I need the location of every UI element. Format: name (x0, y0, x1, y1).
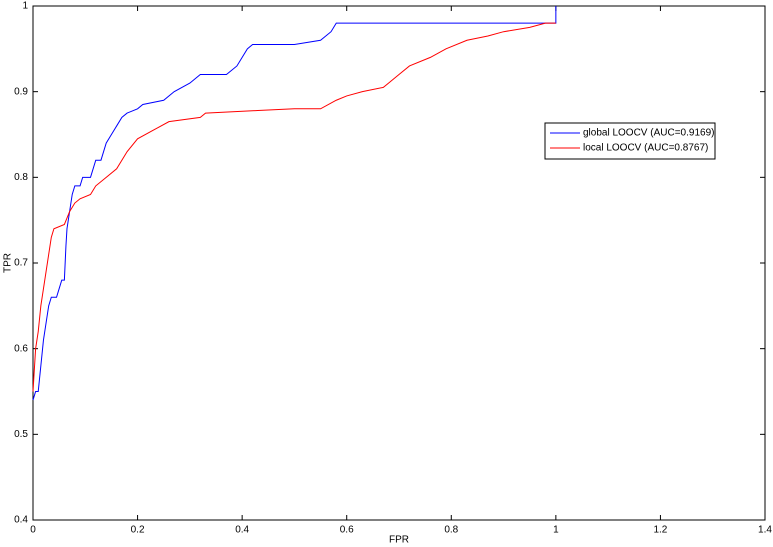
x-tick-label: 1.2 (653, 525, 667, 536)
y-tick-label: 0.7 (14, 258, 28, 269)
legend-label: local LOOCV (AUC=0.8767) (583, 143, 708, 154)
y-tick-label: 0.6 (14, 343, 28, 354)
plot-frame (32, 5, 766, 521)
x-tick-label: 0.4 (235, 525, 249, 536)
roc-line (32, 6, 557, 401)
x-tick-label: 1 (553, 525, 559, 536)
x-tick-label: 1.4 (758, 525, 772, 536)
y-tick-label: 0.8 (14, 172, 28, 183)
y-tick-label: 0.9 (14, 86, 28, 97)
x-tick-label: 0.2 (131, 525, 145, 536)
x-axis-label: FPR (389, 535, 409, 546)
legend-box (544, 122, 716, 160)
legend-label: global LOOCV (AUC=0.9169) (583, 128, 714, 139)
y-tick-label: 0.5 (14, 429, 28, 440)
x-tick-label: 0 (30, 525, 36, 536)
x-tick-label: 0.8 (444, 525, 458, 536)
roc-line (32, 22, 556, 392)
y-tick-label: 0.4 (14, 515, 28, 526)
y-tick-label: 1 (22, 1, 28, 12)
y-axis-label: TPR (3, 253, 14, 273)
x-tick-label: 0.6 (340, 525, 354, 536)
